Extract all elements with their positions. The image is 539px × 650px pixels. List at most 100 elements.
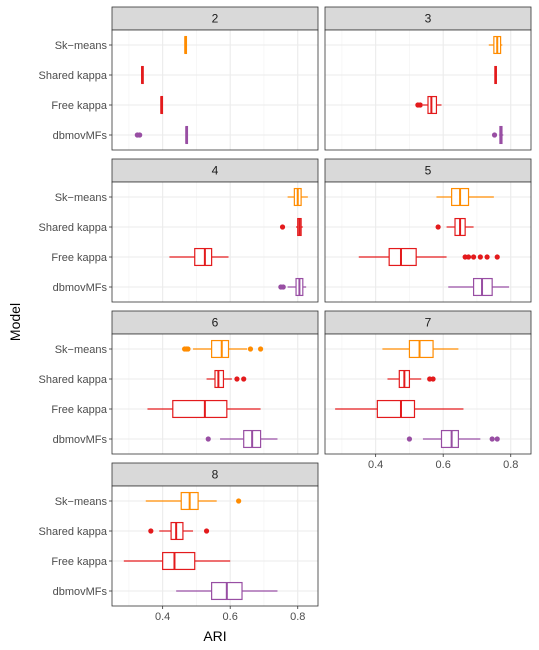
outlier-point — [236, 498, 242, 504]
y-tick-label: Shared kappa — [39, 222, 108, 234]
panel-border — [111, 181, 319, 303]
outlier-point — [203, 528, 210, 534]
box-sk-means — [182, 339, 264, 359]
panel-background — [112, 182, 318, 302]
box-dbmovmfs — [176, 581, 278, 601]
box-dbmovmfs — [278, 277, 307, 297]
y-tick-label: Shared kappa — [39, 374, 108, 386]
x-tick-label: 0.6 — [223, 611, 238, 623]
outlier-point — [430, 376, 436, 382]
box-shared-kappa — [494, 65, 497, 85]
y-tick-label: Sk−means — [55, 344, 108, 356]
box-sk-means — [287, 187, 308, 207]
box-dbmovmfs — [205, 429, 278, 449]
box-free-kappa — [147, 399, 261, 419]
y-tick-label: Free kappa — [51, 556, 108, 568]
outlier-point — [234, 376, 240, 382]
y-tick-label: Free kappa — [51, 404, 108, 416]
box-sk-means — [488, 35, 503, 55]
box-shared-kappa — [141, 65, 144, 85]
facet-strip-label: 5 — [425, 164, 432, 178]
outlier-point — [279, 224, 286, 230]
outlier-point — [484, 254, 490, 260]
box-sk-means — [184, 35, 188, 55]
y-tick-label: Sk−means — [55, 496, 108, 508]
panel-border — [111, 333, 319, 455]
panel-border — [324, 29, 532, 151]
box-iqr — [388, 247, 417, 267]
outlier-point — [185, 346, 191, 352]
box-dbmovmfs — [448, 277, 510, 297]
outlier-point — [247, 346, 254, 352]
box-shared-kappa — [435, 217, 474, 237]
outlier-point — [465, 254, 472, 260]
y-tick-label: Free kappa — [51, 252, 108, 264]
outlier-point — [494, 436, 500, 442]
box-iqr — [408, 339, 434, 359]
box-sk-means — [145, 491, 242, 511]
box-shared-kappa — [279, 217, 303, 237]
box-dbmovmfs — [406, 429, 500, 449]
box-shared-kappa — [206, 369, 247, 389]
outlier-point — [205, 436, 211, 442]
panel-background — [325, 182, 531, 302]
outlier-point — [489, 436, 495, 442]
box-free-kappa — [169, 247, 229, 267]
y-axis-title: Model — [7, 303, 23, 341]
panel-5: 5 — [324, 158, 532, 303]
box-iqr — [211, 339, 230, 359]
y-tick-label: dbmovMFs — [53, 130, 108, 142]
y-tick-label: Sk−means — [55, 40, 108, 52]
facet-strip-label: 3 — [425, 12, 432, 26]
x-tick-label: 0.8 — [290, 611, 305, 623]
box-dbmovmfs — [134, 125, 189, 145]
outlier-point — [257, 346, 264, 352]
box-dbmovmfs — [491, 125, 504, 145]
x-tick-label: 0.6 — [436, 459, 451, 471]
y-tick-label: Shared kappa — [39, 526, 108, 538]
panel-3: 3 — [324, 6, 532, 151]
panel-border — [324, 333, 532, 455]
panel-border — [111, 485, 319, 607]
outlier-point — [241, 376, 247, 382]
outlier-point — [148, 528, 154, 534]
x-tick-label: 0.8 — [503, 459, 518, 471]
facet-strip-label: 4 — [212, 164, 219, 178]
box-free-kappa — [160, 95, 164, 115]
box-iqr — [440, 429, 459, 449]
facet-strip-label: 2 — [212, 12, 219, 26]
panel-2: 2 Sk−means Shared kappa Free kappa dbmovMFs — [39, 6, 319, 151]
box-iqr — [376, 399, 416, 419]
outlier-point — [491, 132, 498, 138]
outlier-point — [406, 436, 413, 442]
x-tick-label: 0.4 — [155, 611, 170, 623]
x-axis-title: ARI — [203, 628, 226, 644]
outlier-point — [435, 224, 441, 230]
panel-8: 8 Sk−means Shared kappa Free kappa dbmovMFs 0… — [39, 462, 319, 623]
facet-strip-label: 8 — [212, 468, 219, 482]
y-tick-label: Sk−means — [55, 192, 108, 204]
y-tick-label: dbmovMFs — [53, 282, 108, 294]
facet-strip-label: 7 — [425, 316, 432, 330]
box-free-kappa — [335, 399, 464, 419]
panel-7: 7 0.4 0.6 0.8 — [324, 310, 532, 471]
outlier-point — [470, 254, 477, 260]
box-sk-means — [382, 339, 459, 359]
box-shared-kappa — [387, 369, 436, 389]
box-iqr — [194, 247, 213, 267]
y-tick-label: dbmovMFs — [53, 434, 108, 446]
panel-6: 6 Sk−means Shared kappa Free kappa dbmovMFs — [39, 310, 319, 455]
y-tick-label: Shared kappa — [39, 70, 108, 82]
box-free-kappa — [358, 247, 500, 267]
box-free-kappa — [123, 551, 231, 571]
outlier-point — [477, 254, 483, 260]
box-iqr — [162, 551, 196, 571]
outlier-point — [137, 132, 143, 138]
facet-strip-label: 6 — [212, 316, 219, 330]
y-tick-label: Free kappa — [51, 100, 108, 112]
outlier-point — [417, 102, 423, 108]
box-sk-means — [436, 187, 494, 207]
outlier-point — [280, 284, 286, 290]
panel-4: 4 Sk−means Shared kappa Free kappa dbmovMFs — [39, 158, 319, 303]
